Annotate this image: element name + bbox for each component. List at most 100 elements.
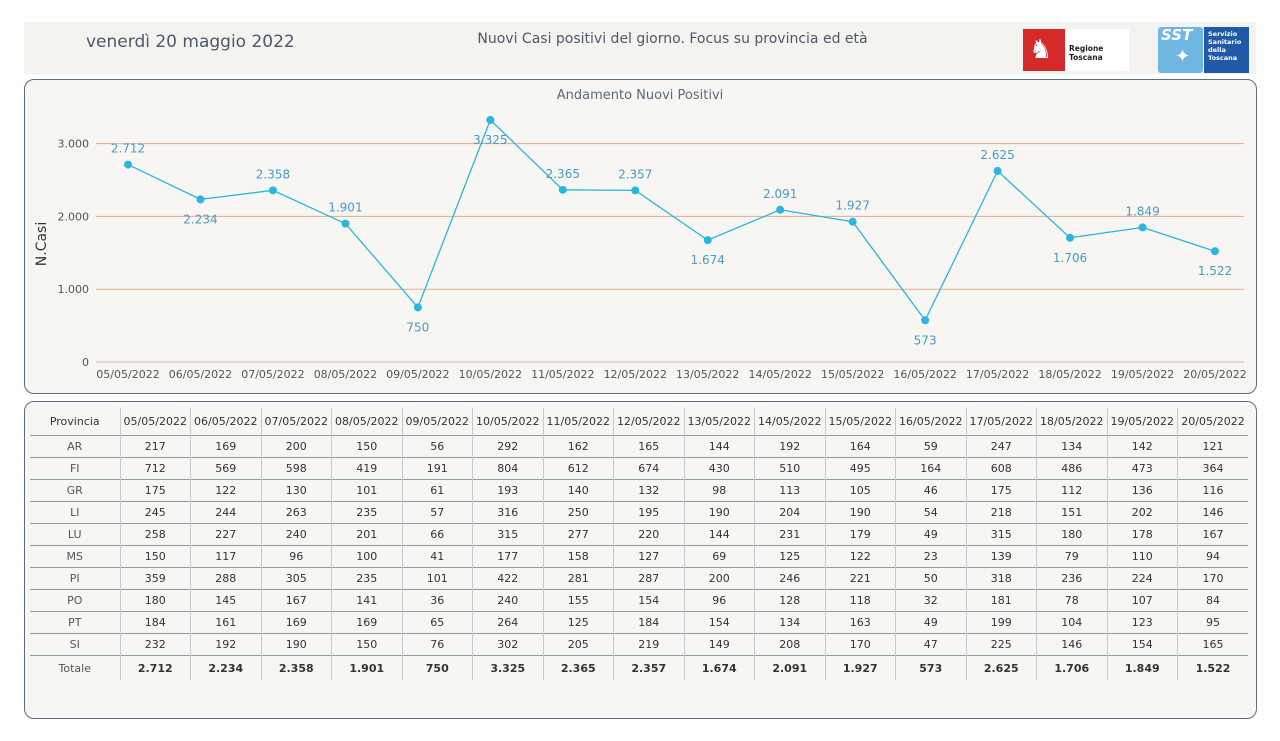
value-cell: 154	[683, 611, 755, 634]
value-cell: 573	[895, 655, 966, 680]
x-tick-label: 11/05/2022	[531, 368, 594, 381]
value-cell: 287	[613, 567, 684, 590]
province-cell: AR	[30, 435, 120, 458]
data-point	[1138, 223, 1147, 232]
value-cell: 101	[401, 567, 473, 590]
value-cell: 169	[260, 611, 332, 634]
value-cell: 192	[754, 435, 825, 458]
value-cell: 190	[824, 501, 896, 524]
value-cell: 146	[1036, 633, 1107, 656]
data-label: 573	[914, 333, 937, 347]
header-date: 20/05/2022	[1177, 408, 1248, 436]
total-row: Totale 2.712 2.234 2.358 1.901 750 3.325 2.365 2…	[30, 655, 1248, 680]
value-cell: 96	[260, 545, 332, 568]
value-cell: 712	[119, 457, 191, 480]
x-tick-label: 07/05/2022	[241, 368, 304, 381]
y-tick-label: 1.000	[58, 283, 90, 296]
value-cell: 1.674	[683, 655, 755, 680]
value-cell: 190	[260, 633, 332, 656]
value-cell: 315	[965, 523, 1037, 546]
value-cell: 495	[824, 457, 896, 480]
header-date: 10/05/2022	[472, 408, 543, 436]
sst-text: Servizio Sanitario della Toscana	[1208, 30, 1242, 62]
province-cell: Totale	[30, 655, 120, 680]
value-cell: 59	[895, 435, 966, 458]
value-cell: 250	[542, 501, 614, 524]
value-cell: 2.358	[260, 655, 332, 680]
value-cell: 612	[542, 457, 614, 480]
province-cell: SI	[30, 633, 120, 656]
value-cell: 145	[190, 589, 261, 612]
value-cell: 202	[1106, 501, 1178, 524]
value-cell: 117	[190, 545, 261, 568]
value-cell: 235	[331, 567, 402, 590]
header-date: 12/05/2022	[613, 408, 684, 436]
header-date: 08/05/2022	[331, 408, 402, 436]
value-cell: 264	[472, 611, 543, 634]
value-cell: 61	[401, 479, 473, 502]
x-tick-label: 06/05/2022	[169, 368, 232, 381]
value-cell: 69	[683, 545, 755, 568]
value-cell: 3.325	[472, 655, 543, 680]
data-point	[993, 166, 1002, 175]
value-cell: 32	[895, 589, 966, 612]
data-point	[196, 195, 205, 204]
value-cell: 200	[260, 435, 332, 458]
value-cell: 1.927	[824, 655, 896, 680]
value-cell: 79	[1036, 545, 1107, 568]
value-cell: 236	[1036, 567, 1107, 590]
value-cell: 151	[1036, 501, 1107, 524]
value-cell: 181	[965, 589, 1037, 612]
regione-toscana-label: Regione Toscana	[1069, 44, 1104, 62]
value-cell: 142	[1106, 435, 1178, 458]
table-row: AR 217 169 200 150 56 292 162 165 144 192 164 59 247 1…	[30, 435, 1248, 458]
value-cell: 227	[190, 523, 261, 546]
header-date: 19/05/2022	[1106, 408, 1178, 436]
value-cell: 132	[613, 479, 684, 502]
data-point	[1066, 233, 1075, 242]
value-cell: 165	[1177, 633, 1248, 656]
value-cell: 118	[824, 589, 896, 612]
x-tick-label: 18/05/2022	[1038, 368, 1101, 381]
value-cell: 281	[542, 567, 614, 590]
value-cell: 184	[613, 611, 684, 634]
value-cell: 1.849	[1106, 655, 1178, 680]
value-cell: 127	[613, 545, 684, 568]
value-cell: 569	[190, 457, 261, 480]
value-cell: 190	[683, 501, 755, 524]
data-label: 2.712	[111, 142, 145, 156]
value-cell: 167	[260, 589, 332, 612]
value-cell: 149	[683, 633, 755, 656]
table-row: LU 258 227 240 201 66 315 277 220 144 231 179 49 315 1…	[30, 523, 1248, 546]
value-cell: 195	[613, 501, 684, 524]
y-tick-label: 3.000	[58, 138, 90, 151]
table-row: PT 184 161 169 169 65 264 125 184 154 134 163 49 199 1…	[30, 611, 1248, 634]
value-cell: 258	[119, 523, 191, 546]
data-labels: 2.712 2.234 2.358 1.901 750 3.325 2.365 2.357 1.…	[111, 133, 1232, 347]
header-date: 11/05/2022	[542, 408, 614, 436]
value-cell: 50	[895, 567, 966, 590]
header-date: 17/05/2022	[965, 408, 1037, 436]
value-cell: 130	[260, 479, 332, 502]
value-cell: 224	[1106, 567, 1178, 590]
value-cell: 240	[260, 523, 332, 546]
x-tick-label: 13/05/2022	[676, 368, 739, 381]
value-cell: 96	[683, 589, 755, 612]
value-cell: 134	[1036, 435, 1107, 458]
page-title: Nuovi Casi positivi del giorno. Focus su…	[477, 31, 868, 47]
value-cell: 235	[331, 501, 402, 524]
header-date: 13/05/2022	[683, 408, 755, 436]
sst-emblem-icon: SST ✦	[1158, 26, 1203, 73]
value-cell: 180	[1036, 523, 1107, 546]
x-tick-label: 14/05/2022	[748, 368, 811, 381]
table-row: GR 175 122 130 101 61 193 140 132 98 113 105 46 175 11…	[30, 479, 1248, 502]
value-cell: 125	[542, 611, 614, 634]
value-cell: 1.901	[331, 655, 402, 680]
value-cell: 193	[472, 479, 543, 502]
value-cell: 231	[754, 523, 825, 546]
value-cell: 199	[965, 611, 1037, 634]
data-point	[268, 186, 277, 195]
value-cell: 169	[331, 611, 402, 634]
y-tick-label: 0	[82, 356, 89, 369]
data-point	[1211, 247, 1219, 256]
